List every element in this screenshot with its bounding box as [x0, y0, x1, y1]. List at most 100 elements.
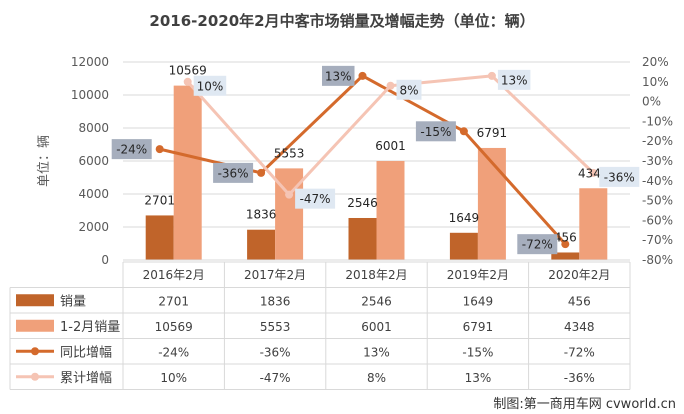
bar	[348, 217, 377, 260]
bar-data-label: 6001	[375, 139, 406, 153]
line-data-label: 8%	[399, 83, 418, 97]
line-data-label: 13%	[325, 69, 352, 83]
y2-tick-label: -10%	[642, 114, 673, 128]
y2-tick-label: -30%	[642, 154, 673, 168]
line-label-box	[599, 166, 640, 187]
line-data-label: -47%	[300, 192, 331, 206]
table-cell: 13%	[363, 345, 390, 359]
y2-tick-label: -50%	[642, 194, 673, 208]
y-tick-label: 4000	[78, 187, 109, 201]
line-point	[589, 168, 598, 177]
y-tick-label: 6000	[78, 154, 109, 168]
y2-tick-label: -60%	[642, 213, 673, 227]
y-tick-label: 12000	[71, 55, 109, 69]
bar-data-label: 456	[554, 230, 577, 244]
line-data-label: 10%	[197, 79, 224, 93]
bar	[145, 215, 174, 260]
table-cell: -36%	[260, 345, 291, 359]
bar	[173, 85, 202, 260]
table-cell: 456	[568, 294, 591, 308]
line-point	[561, 240, 570, 249]
y2-tick-label: 20%	[642, 55, 669, 69]
bar	[449, 232, 478, 260]
table-cell: 2546	[361, 294, 392, 308]
y2-tick-label: -80%	[642, 253, 673, 267]
line-data-label: -24%	[116, 143, 147, 157]
line-point	[459, 127, 468, 136]
table-cell: -15%	[462, 345, 493, 359]
table-cell: 6791	[463, 320, 494, 334]
line-point	[386, 81, 395, 90]
line-label-box	[415, 121, 456, 142]
table-cell: -24%	[158, 345, 189, 359]
line-label-box	[497, 69, 531, 90]
table-cell: 13%	[465, 371, 492, 385]
y-tick-label: 10000	[71, 88, 109, 102]
table-cell: 10569	[155, 320, 193, 334]
line-label-box	[111, 139, 152, 160]
legend-swatch-marker	[31, 372, 39, 381]
x-tick-label: 2020年2月	[548, 268, 610, 282]
y-tick-label: 0	[101, 253, 109, 267]
line-label-box	[213, 162, 254, 183]
table-cell: -72%	[564, 345, 595, 359]
line-data-label: -36%	[218, 166, 249, 180]
table-cell: 2701	[158, 294, 189, 308]
y2-tick-label: 0%	[642, 95, 661, 109]
x-tick-label: 2016年2月	[143, 268, 205, 282]
legend-label: 同比增幅	[60, 345, 112, 360]
bar	[579, 188, 608, 260]
bar-data-label: 6791	[477, 126, 508, 140]
line-data-label: 13%	[501, 73, 528, 87]
y-axis-label: 单位：辆	[37, 135, 52, 187]
chart-title: 2016-2020年2月中客市场销量及增幅走势（单位：辆）	[149, 12, 535, 30]
legend-swatch-marker	[31, 347, 39, 356]
legend-label: 销量	[60, 294, 86, 309]
legend-label: 累计增幅	[60, 371, 112, 386]
legend-swatch	[16, 294, 54, 307]
bar	[247, 229, 276, 260]
y2-tick-label: 10%	[642, 75, 669, 89]
line-point	[183, 77, 192, 86]
legend-swatch	[16, 319, 54, 332]
y-tick-label: 2000	[78, 220, 109, 234]
line-label-box	[295, 188, 336, 209]
line-label-box	[322, 65, 355, 86]
table-cell: -36%	[564, 371, 595, 385]
line-point	[257, 168, 266, 177]
line-label-box	[193, 75, 227, 96]
line-point	[155, 145, 164, 154]
bar-data-label: 2701	[144, 193, 175, 207]
x-tick-label: 2018年2月	[345, 268, 407, 282]
bar-data-label: 10569	[169, 64, 207, 78]
bar	[477, 147, 506, 260]
bar-data-label: 1836	[246, 208, 277, 222]
line-point	[358, 71, 367, 80]
line-data-label: -15%	[420, 125, 451, 139]
line-label-box	[517, 234, 558, 255]
line-point	[487, 71, 496, 80]
table-cell: 8%	[367, 371, 386, 385]
bar	[376, 160, 405, 260]
legend-label: 1-2月销量	[60, 320, 120, 335]
table-cell: 4348	[564, 320, 595, 334]
line-point	[285, 190, 294, 199]
table-cell: -47%	[260, 371, 291, 385]
y2-tick-label: -20%	[642, 134, 673, 148]
line-label-box	[396, 79, 422, 100]
y2-tick-label: -70%	[642, 233, 673, 247]
line-data-label: -36%	[604, 170, 635, 184]
table-cell: 1649	[463, 294, 494, 308]
x-tick-label: 2019年2月	[447, 268, 509, 282]
bar-data-label: 2546	[347, 196, 378, 210]
table-cell: 5553	[260, 320, 291, 334]
line-data-label: -72%	[522, 238, 553, 252]
bar	[551, 252, 580, 260]
bar-data-label: 5553	[274, 146, 305, 160]
table-cell: 1836	[260, 294, 291, 308]
bar-data-label: 1649	[449, 211, 480, 225]
x-tick-label: 2017年2月	[244, 268, 306, 282]
y-tick-label: 8000	[78, 121, 109, 135]
y2-tick-label: -40%	[642, 174, 673, 188]
